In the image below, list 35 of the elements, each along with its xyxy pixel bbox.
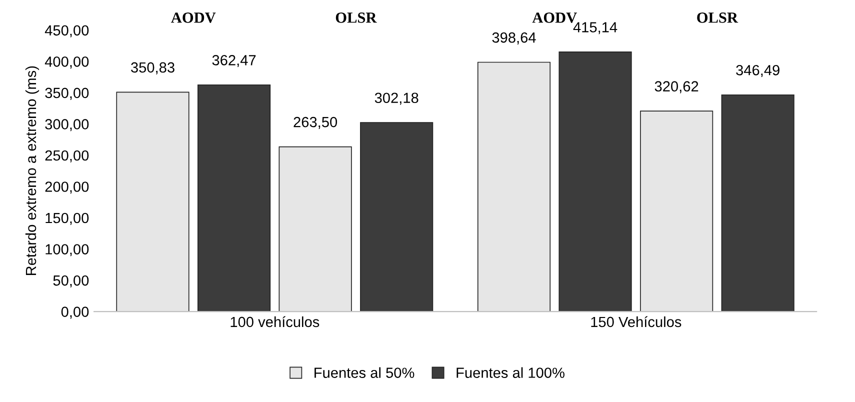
y-tick-label: 200,00	[45, 182, 89, 194]
bar	[721, 94, 794, 312]
data-label: 362,47	[212, 55, 256, 68]
bar	[116, 92, 190, 312]
data-label: 263,50	[294, 116, 338, 129]
bar	[477, 62, 551, 312]
y-tick-label: 450,00	[44, 25, 89, 38]
y-tick-label: 350,00	[45, 88, 89, 100]
y-tick-label: 0,00	[61, 306, 89, 319]
x-tick-label: 150 Vehículos	[591, 316, 682, 328]
y-tick-label: 150,00	[46, 212, 89, 225]
x-tick-label: 100 vehículos	[230, 316, 320, 328]
legend-label: Fuentes al 50%	[314, 367, 414, 378]
data-label: 350,83	[131, 62, 174, 74]
y-tick-label: 400,00	[44, 56, 89, 69]
bar	[197, 84, 271, 312]
data-label: 302,18	[374, 92, 418, 105]
data-label: 346,49	[736, 65, 780, 78]
text: AODV	[532, 12, 577, 23]
data-label: 320,62	[654, 81, 698, 94]
bar	[640, 110, 714, 312]
y-tick-label: 50,00	[53, 275, 89, 288]
y-axis-title: Retardo extremo a extremo (ms)	[25, 66, 40, 275]
bar	[558, 52, 632, 312]
y-tick-label: 250,00	[45, 150, 89, 162]
y-tick-label: 300,00	[45, 119, 89, 132]
data-label: 415,14	[573, 22, 618, 34]
bar	[360, 122, 434, 312]
legend-label: Fuentes al 100%	[456, 367, 564, 378]
y-tick-label: 100,00	[46, 244, 89, 256]
bar	[278, 146, 352, 312]
text: AODV	[171, 12, 216, 23]
text: OLSR	[697, 12, 738, 23]
data-label: 398,64	[492, 32, 536, 44]
text: OLSR	[336, 12, 377, 23]
